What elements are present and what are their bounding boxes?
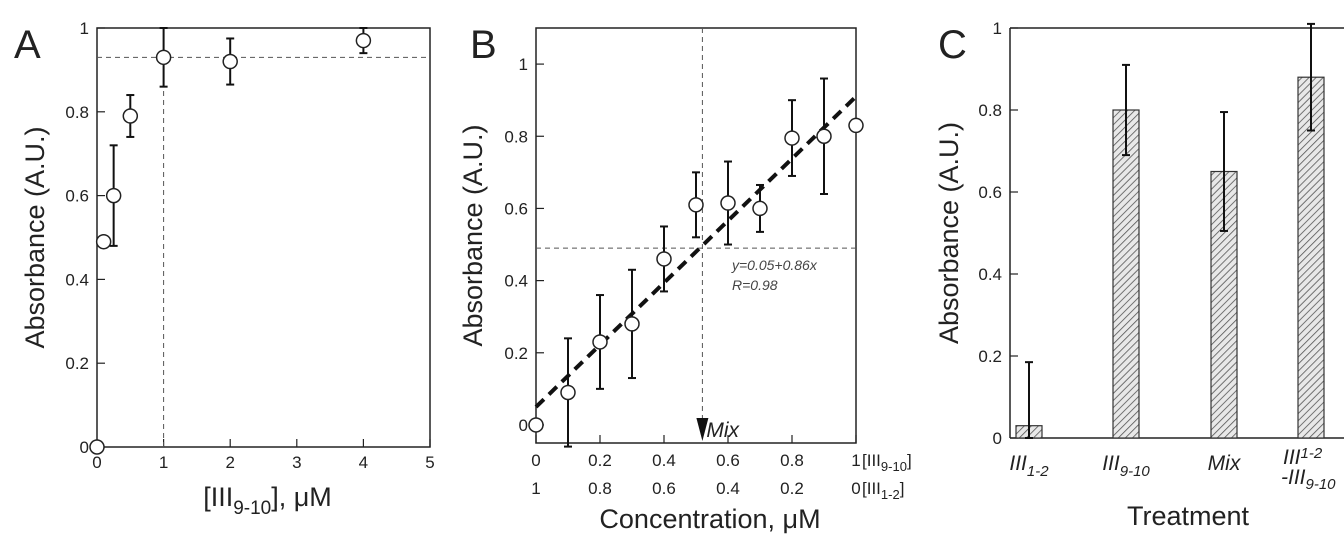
panel-c-bar <box>1112 109 1140 439</box>
panel-a-point <box>222 53 238 70</box>
panel-a-xtick-label: 4 <box>359 453 368 472</box>
panel-a-xtick-label: 3 <box>292 453 301 472</box>
panel-b-point <box>560 384 576 401</box>
panel-b-xtick-bottom-label: 0 <box>851 479 860 498</box>
panel-a-point <box>155 49 172 66</box>
panel-c-category-label: III1-2 <box>1283 445 1323 469</box>
panel-a-point <box>89 439 105 455</box>
panel-c-ytick-label: 0 <box>993 429 1002 448</box>
panel-b-point <box>784 130 800 146</box>
panel-a-ytick-label: 0.8 <box>65 103 89 122</box>
panel-a-point <box>355 32 372 49</box>
panel-b-bottom-axis-name: [III1-2] <box>862 479 904 502</box>
panel-b-ytick-label: 0.4 <box>504 272 528 291</box>
panel-b-point <box>592 334 608 350</box>
panel-b-point <box>720 195 736 211</box>
panel-a-xtick-label: 5 <box>425 453 434 472</box>
panel-b-ytick-label: 0 <box>519 416 528 435</box>
panel-b-ytick-label: 1 <box>519 55 528 74</box>
panel-b-xtick-top-label: 0.6 <box>716 451 740 470</box>
panel-b-frame <box>535 27 857 444</box>
panel-c-category-label-line2: -III9-10 <box>1281 466 1336 493</box>
panel-a-xtick-label: 2 <box>225 453 234 472</box>
panel-c-category-label: III1-2 <box>1009 452 1049 480</box>
panel-a-frame <box>96 27 431 448</box>
panel-b-xtick-top-label: 0.8 <box>780 451 804 470</box>
panel-b-point <box>528 417 544 433</box>
panel-b-xtick-bottom-label: 1 <box>531 479 540 498</box>
panel-b-xtick-top-label: 0 <box>531 451 540 470</box>
panel-b-xtick-top-label: 0.4 <box>652 451 676 470</box>
panel-b-xtick-bottom-label: 0.8 <box>588 479 612 498</box>
panel-a-ytick-label: 0.4 <box>65 270 89 289</box>
panel-c-xlabel: Treatment <box>1127 501 1250 531</box>
panel-a-ylabel: Absorbance (A.U.) <box>20 126 50 348</box>
panel-b-ytick-label: 0.2 <box>504 344 528 363</box>
panel-b-xtick-bottom-label: 0.2 <box>780 479 804 498</box>
panel-b-ytick-label: 0.8 <box>504 127 528 146</box>
panel-a-xtick-label: 0 <box>92 453 101 472</box>
panel-b-xtick-top-label: 1 <box>851 451 860 470</box>
panel-c-letter: C <box>938 23 967 67</box>
panel-b-mix-label: Mix <box>706 419 740 442</box>
panel-c-ytick-label: 0.8 <box>978 101 1002 120</box>
panel-c-ytick-label: 0.4 <box>978 265 1002 284</box>
panel-b-top-axis-name: [III9-10] <box>862 451 912 474</box>
panel-a-xlabel: [III9-10], μM <box>203 482 332 519</box>
panel-b-point <box>688 197 704 213</box>
panel-b-mix-arrow <box>696 418 709 441</box>
panel-c-ytick-label: 0.6 <box>978 183 1002 202</box>
panel-a-point <box>95 233 112 250</box>
panel-a-xtick-label: 1 <box>159 453 168 472</box>
panel-c-ytick-label: 1 <box>993 19 1002 38</box>
panel-b-fit-line <box>534 95 858 409</box>
panel-c-ylabel: Absorbance (A.U.) <box>934 122 964 344</box>
panel-b-point <box>848 117 864 134</box>
panel-c-category-label: Mix <box>1208 452 1242 475</box>
panel-b-fit-equation: y=0.05+0.86x <box>731 257 818 273</box>
panel-c-bar <box>1297 76 1325 439</box>
panel-b-ytick-label: 0.6 <box>504 199 528 218</box>
panel-b-xlabel: Concentration, μM <box>599 504 820 534</box>
panel-b-xtick-bottom-label: 0.6 <box>652 479 676 498</box>
panel-b-xtick-bottom-label: 0.4 <box>716 479 740 498</box>
panel-b-ylabel: Absorbance (A.U.) <box>458 124 488 346</box>
panel-b-letter: B <box>470 23 497 67</box>
panel-a-ytick-label: 0 <box>80 438 89 457</box>
panel-a-point <box>105 187 122 204</box>
panel-a-ytick-label: 0.6 <box>65 187 89 206</box>
panel-b-xtick-top-label: 0.2 <box>588 451 612 470</box>
panel-a-point <box>122 108 139 124</box>
panel-b-point <box>816 128 832 145</box>
panel-b-point <box>624 316 640 332</box>
panel-c-category-label: III9-10 <box>1102 452 1150 480</box>
panel-b-fit-r: R=0.98 <box>732 277 778 293</box>
panel-b-point <box>656 251 672 267</box>
panel-b-chart: 0 0.2 0.4 0.6 0.8 11 0.8 0.6 0.4 0.2 0[III9-10][II… <box>458 27 912 534</box>
panel-a-ytick-label: 0.2 <box>65 354 89 373</box>
panel-a-chart: 0 1 2 3 4 5 0 0.2 0.4 0.6 0.8 1 Absorbance (A.U.) [II… <box>20 19 435 519</box>
panel-c-ytick-label: 0.2 <box>978 347 1002 366</box>
panel-b-point <box>752 200 768 217</box>
panel-a-letter: A <box>14 23 41 67</box>
panel-a-ytick-label: 1 <box>80 19 89 38</box>
